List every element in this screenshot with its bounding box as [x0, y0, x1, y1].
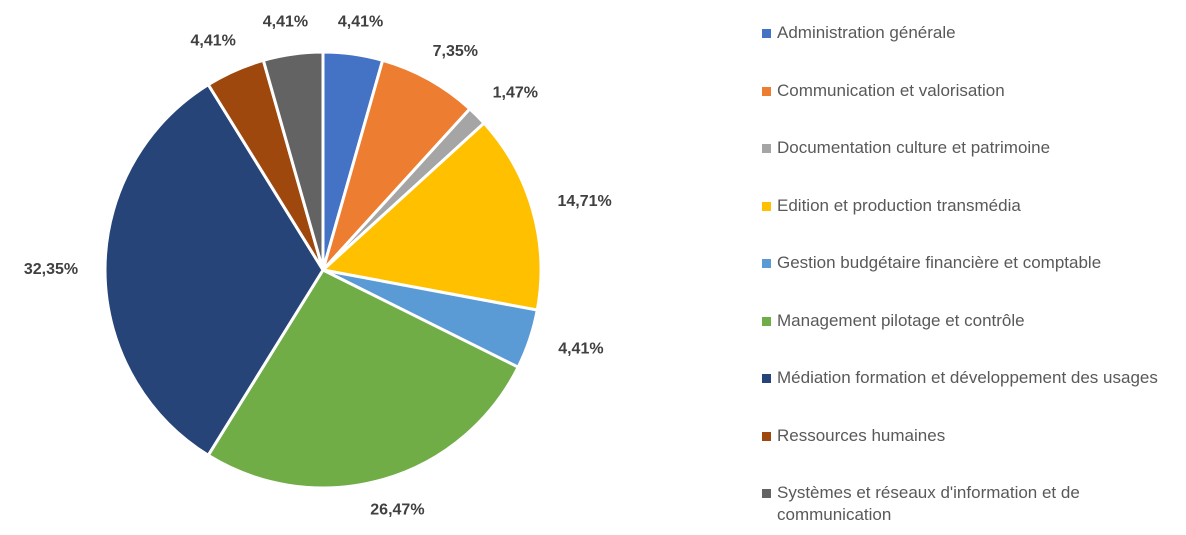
legend-swatch: [762, 86, 771, 96]
chart: 4,41% 7,35% 1,47% 14,71% 4,41% 26,47% 32,35% 4,…: [24, 14, 612, 519]
legend-item: Gestion budgétaire financière et comptab…: [762, 252, 1172, 274]
legend-swatch: [762, 431, 771, 441]
legend-item: Médiation formation et développement des…: [762, 367, 1172, 389]
legend-item: Administration générale: [762, 22, 1172, 44]
legend-swatch: [762, 144, 771, 153]
legend-label: Management pilotage et contrôle: [777, 310, 1025, 330]
legend-label: Gestion budgétaire financière et comptab…: [777, 253, 1102, 272]
legend-label: Ressources humaines: [777, 425, 946, 445]
data-label: 4,41%: [190, 33, 235, 50]
legend-swatch: [762, 259, 771, 268]
pie-slice: [319, 120, 543, 312]
legend-swatch: [762, 201, 771, 211]
data-label: 1,47%: [493, 84, 538, 101]
data-label: 4,41%: [558, 341, 603, 358]
legend-label: Médiation formation et développement des…: [777, 368, 1158, 387]
legend-item: Documentation culture et patrimoine: [762, 137, 1172, 159]
legend-item: Communication et valorisation: [762, 80, 1172, 102]
pie-slice: [103, 82, 325, 458]
data-label: 14,71%: [557, 193, 611, 210]
legend-item: Ressources humaines: [762, 425, 1172, 447]
legend-swatch: [762, 489, 771, 498]
pie-slice: [321, 58, 472, 272]
data-label: 4,41%: [263, 14, 308, 31]
data-label: 4,41%: [338, 14, 383, 31]
legend-label: Systèmes et réseaux d'information et de …: [777, 483, 1080, 524]
data-label: 26,47%: [370, 502, 424, 519]
data-label: 7,35%: [433, 43, 478, 60]
legend-label: Communication et valorisation: [777, 80, 1005, 100]
legend-swatch: [762, 374, 771, 383]
legend-swatch: [762, 29, 771, 38]
legend-label: Edition et production transmédia: [777, 195, 1021, 215]
legend-label: Documentation culture et patrimoine: [777, 138, 1051, 157]
pie-slice: [206, 268, 521, 490]
legend-item: Management pilotage et contrôle: [762, 310, 1172, 332]
legend-swatch: [762, 316, 771, 326]
legend-item: Edition et production transmédia: [762, 195, 1172, 217]
legend-label: Administration générale: [777, 23, 956, 42]
legend-item: Systèmes et réseaux d'information et de …: [762, 482, 1172, 526]
data-label: 32,35%: [24, 261, 78, 278]
pie-slice: [261, 50, 325, 271]
